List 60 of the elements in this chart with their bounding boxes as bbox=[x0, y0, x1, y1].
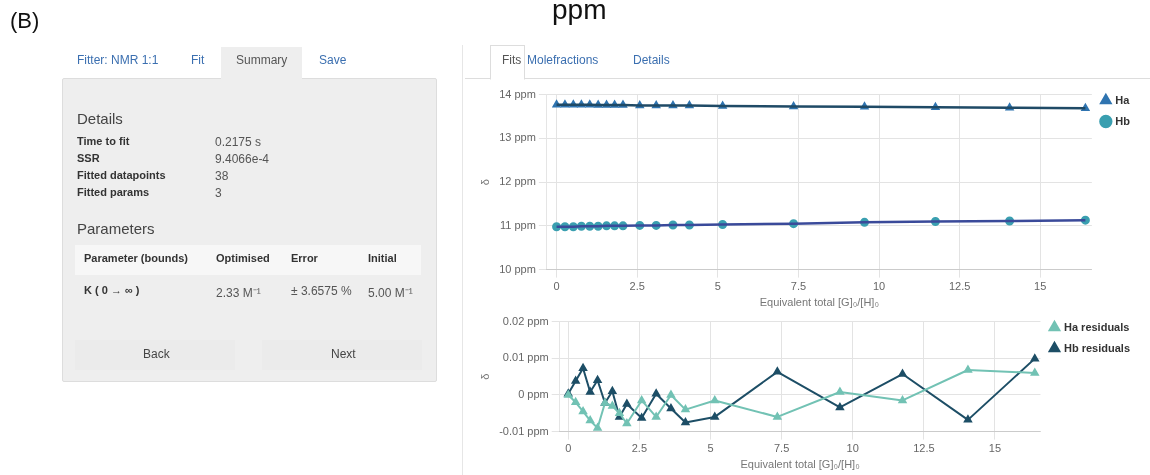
text: Optimised bbox=[216, 252, 270, 264]
text: Initial bbox=[368, 252, 397, 264]
y-axis-title: δ bbox=[478, 373, 491, 380]
legend-label: Ha bbox=[1115, 93, 1131, 106]
text: Time to fit bbox=[77, 135, 130, 147]
y-axis-title: δ bbox=[478, 179, 491, 186]
x-tick-label: 7.5 bbox=[790, 280, 807, 293]
x-tick-label: 10 bbox=[872, 280, 886, 293]
y-tick-label: 10 ppm bbox=[499, 262, 536, 275]
x-tick-label: 10 bbox=[846, 442, 859, 455]
text: ppm bbox=[552, 0, 607, 26]
x-tick-label: 12.5 bbox=[948, 280, 971, 293]
x-tick-label: 12.5 bbox=[913, 442, 935, 455]
text: Fitter: NMR 1:1 bbox=[77, 53, 159, 67]
text: 2.33 M⁻¹ bbox=[216, 285, 261, 301]
text: 3 bbox=[215, 186, 222, 200]
text: Back bbox=[143, 347, 170, 361]
y-tick-label: 14 ppm bbox=[499, 87, 536, 100]
text: 5.00 M⁻¹ bbox=[368, 285, 413, 301]
text: Fitted datapoints bbox=[77, 169, 166, 181]
text: Next bbox=[331, 347, 356, 361]
x-tick-label: 0 bbox=[553, 280, 560, 293]
legend-label: Ha residuals bbox=[1063, 320, 1130, 333]
text: Fits bbox=[502, 53, 522, 67]
x-tick-label: 2.5 bbox=[629, 280, 645, 293]
y-tick-label: 13 ppm bbox=[499, 131, 536, 144]
y-tick-label: 11 ppm bbox=[500, 218, 536, 231]
y-tick-label: 12 ppm bbox=[499, 175, 536, 188]
text: Summary bbox=[236, 53, 288, 67]
text: Molefractions bbox=[527, 53, 599, 67]
x-axis-title: Equivalent total [G]₀/[H]₀ bbox=[740, 458, 860, 471]
x-axis-title: Equivalent total [G]₀/[H]₀ bbox=[759, 296, 879, 309]
text: Parameters bbox=[77, 220, 155, 237]
y-tick-label: 0.02 ppm bbox=[502, 314, 549, 327]
legend-label: Hb bbox=[1115, 114, 1131, 127]
x-tick-label: 15 bbox=[1034, 280, 1047, 293]
y-tick-label: 0.01 ppm bbox=[502, 351, 549, 364]
text: Save bbox=[319, 53, 347, 67]
x-tick-label: 2.5 bbox=[631, 442, 648, 455]
text: K ( 0 → ∞ ) bbox=[84, 284, 140, 296]
text: 0.2175 s bbox=[215, 135, 262, 149]
text: Fitted params bbox=[77, 186, 150, 198]
text: ± 3.6575 % bbox=[291, 284, 352, 298]
text: 9.4066e-4 bbox=[215, 152, 270, 166]
text: SSR bbox=[77, 152, 100, 164]
legend-label: Hb residuals bbox=[1063, 341, 1131, 354]
text: (B) bbox=[10, 8, 40, 34]
x-tick-label: 0 bbox=[565, 442, 572, 455]
x-tick-label: 5 bbox=[707, 442, 714, 455]
text: Fit bbox=[191, 53, 205, 67]
text: Details bbox=[633, 53, 670, 67]
text: Details bbox=[77, 110, 123, 127]
x-tick-label: 5 bbox=[714, 280, 721, 293]
x-tick-label: 15 bbox=[988, 442, 1002, 455]
text: Error bbox=[291, 252, 318, 264]
text: 38 bbox=[215, 169, 229, 183]
y-tick-label: 0 ppm bbox=[518, 387, 549, 400]
y-tick-label: -0.01 ppm bbox=[499, 424, 549, 437]
text: Parameter (bounds) bbox=[84, 252, 188, 264]
x-tick-label: 7.5 bbox=[773, 442, 790, 455]
